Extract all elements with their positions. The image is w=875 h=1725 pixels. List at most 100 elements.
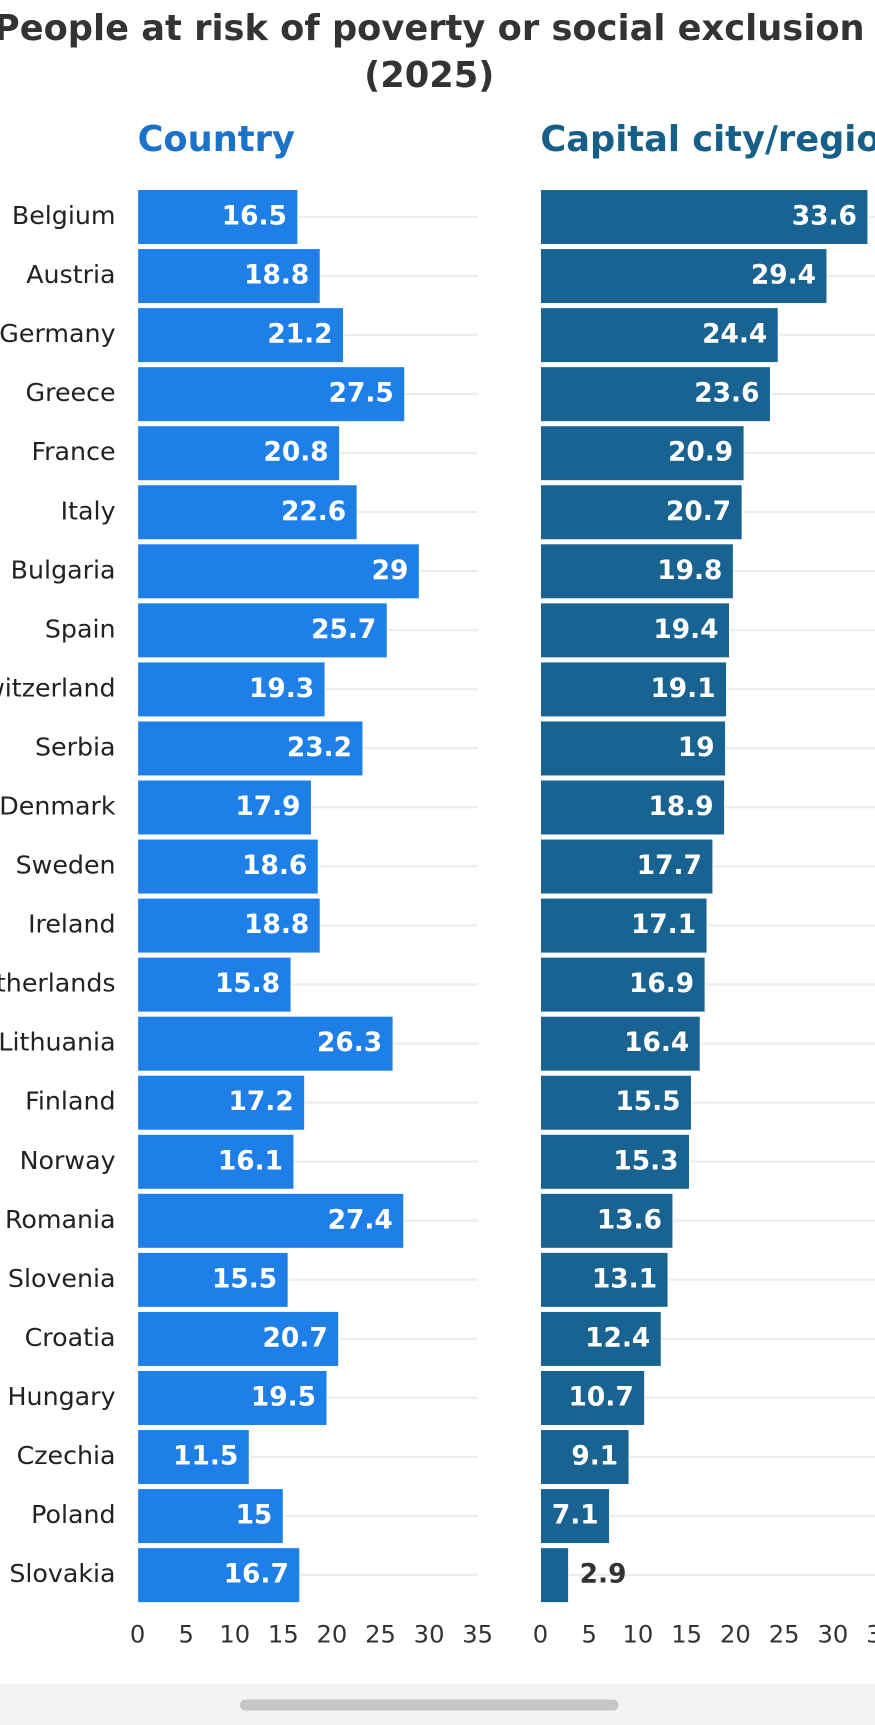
category-label: Sweden [16,851,116,880]
bar [539,1369,646,1427]
title: People at risk of poverty or social excl… [0,8,865,49]
category-label: Slovenia [8,1264,116,1293]
bar [137,1133,295,1190]
bar [137,484,358,541]
bar [539,366,772,423]
bar [137,720,364,777]
value-label: 23.2 [287,732,352,763]
bar [137,602,388,659]
value-label: 22.6 [281,496,346,527]
category-label: Finland [25,1087,115,1116]
bar [539,956,706,1013]
value-label: 15 [236,1500,273,1531]
bar [137,956,292,1013]
value-label: 25.7 [311,614,376,645]
bar [539,1487,611,1545]
bar [137,1251,289,1308]
x-tick-label: 10 [622,1621,653,1649]
bar [539,1133,691,1190]
value-label: 20.7 [666,496,731,527]
value-label: 23.6 [694,378,759,409]
category-label: Czechia [17,1441,116,1470]
category-label: Italy [61,496,116,525]
x-tick-label: 0 [533,1621,548,1649]
bar [539,897,708,954]
value-label: 10.7 [569,1381,634,1412]
bar [137,307,345,364]
value-label: 18.8 [244,260,309,291]
category-label: Romania [5,1205,116,1234]
x-tick-label: 25 [769,1621,800,1649]
x-tick-label: 35 [462,1621,493,1649]
value-label: 2.9 [580,1559,627,1590]
bar [137,1074,306,1131]
bar [539,661,728,718]
value-label: 19.5 [251,1381,316,1412]
value-label: 19.4 [653,614,718,645]
bar [539,188,869,246]
category-label: Switzerland [0,673,116,702]
category-label: Belgium [12,201,116,230]
bar [539,425,745,482]
bar [539,1192,674,1249]
bar [539,838,714,895]
value-label: 15.8 [215,968,280,999]
bar [539,1074,693,1131]
bar [137,838,319,895]
bar [137,543,420,600]
value-label: 19.1 [650,673,715,704]
value-label: 16.7 [224,1559,289,1590]
category-label: Netherlands [0,969,116,998]
value-label: 15.5 [615,1086,680,1117]
x-tick-label: 20 [317,1621,348,1649]
value-label: 13.1 [592,1263,657,1294]
bar [137,1487,284,1545]
category-label: Austria [26,260,115,289]
category-label: Germany [0,319,116,348]
x-tick-label: 30 [414,1621,445,1649]
value-label: 29.4 [751,260,816,291]
value-label: 17.2 [229,1086,294,1117]
value-label: 9.1 [571,1441,618,1472]
x-tick-label: 0 [130,1621,145,1649]
value-label: 20.8 [264,437,329,468]
bar [539,484,743,541]
category-label: Serbia [35,732,116,761]
x-tick-label: 30 [817,1621,848,1649]
value-label: 15.3 [613,1145,678,1176]
value-label: 16.4 [624,1027,689,1058]
value-label: 27.4 [328,1204,393,1235]
value-label: 17.7 [637,850,702,881]
bar [137,247,321,305]
bar [539,602,731,659]
home-indicator[interactable] [239,1699,619,1711]
bar [137,1428,250,1486]
bar [539,543,734,600]
x-tick-label: 15 [671,1621,702,1649]
category-label: Spain [45,614,116,643]
category-label: Lithuania [0,1028,116,1057]
value-label: 18.8 [244,909,309,940]
value-label: 19 [678,732,715,763]
bar [539,1547,570,1604]
panel-title: Country [138,119,295,160]
x-tick-label: 10 [219,1621,250,1649]
category-label: Greece [26,378,116,407]
value-label: 16.5 [222,201,287,232]
bar [539,1015,701,1072]
x-tick-label: 5 [178,1621,193,1649]
bar [539,1428,630,1486]
value-label: 21.2 [267,319,332,350]
category-label: Hungary [8,1382,116,1411]
bar [539,307,779,364]
x-tick-label: 25 [365,1621,396,1649]
category-label: Ireland [28,910,116,939]
value-label: 16.1 [218,1145,283,1176]
value-label: 26.3 [317,1027,382,1058]
value-label: 20.7 [263,1322,328,1353]
bar [137,366,406,423]
value-label: 12.4 [585,1322,650,1353]
value-label: 16.9 [629,968,694,999]
bar [137,1192,405,1249]
